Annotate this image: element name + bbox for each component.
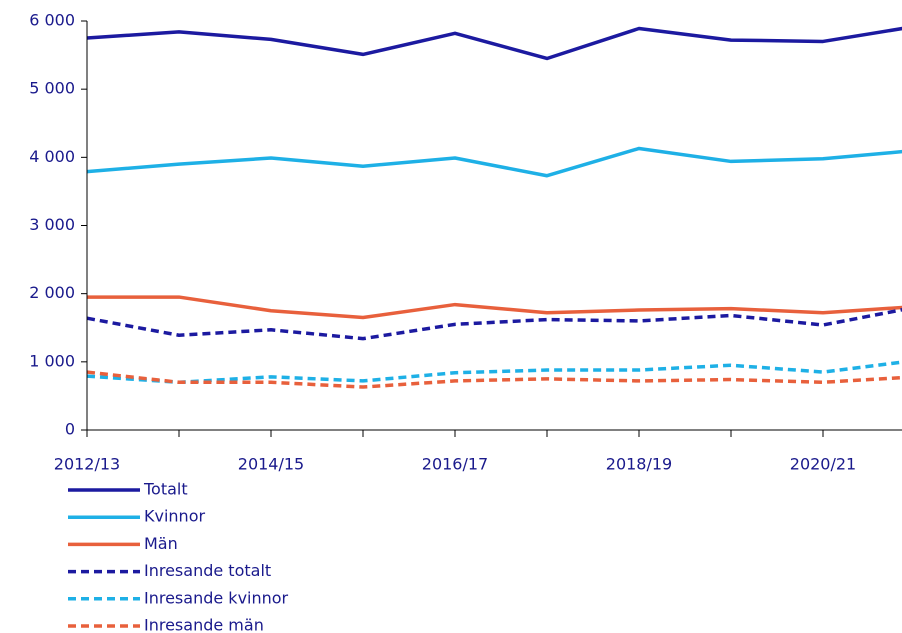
legend-label: Inresande totalt	[144, 561, 271, 580]
y-tick-label: 1 000	[29, 351, 75, 370]
y-tick-label: 2 000	[29, 283, 75, 302]
x-tick-label: 2018/19	[606, 455, 672, 474]
legend-label: Inresande kvinnor	[144, 588, 289, 607]
plot-area	[86, 26, 902, 389]
series-line	[86, 308, 902, 341]
series-line	[86, 146, 902, 178]
x-tick-label: 2014/15	[238, 455, 304, 474]
y-tick-label: 6 000	[29, 11, 75, 30]
legend-label: Inresande män	[144, 616, 264, 633]
y-tick-label: 0	[65, 420, 75, 439]
x-tick-label: 2016/17	[422, 455, 488, 474]
series-line	[86, 360, 902, 385]
series-line	[86, 370, 902, 389]
x-tick-label: 2020/21	[790, 455, 856, 474]
x-tick-label: 2012/13	[54, 455, 120, 474]
legend-label: Totalt	[143, 480, 188, 499]
y-tick-label: 4 000	[29, 147, 75, 166]
legend-label: Män	[144, 534, 178, 553]
y-tick-label: 3 000	[29, 215, 75, 234]
legend-label: Kvinnor	[144, 507, 205, 526]
series-line	[86, 26, 902, 61]
series-line	[87, 295, 902, 320]
y-tick-label: 5 000	[29, 79, 75, 98]
